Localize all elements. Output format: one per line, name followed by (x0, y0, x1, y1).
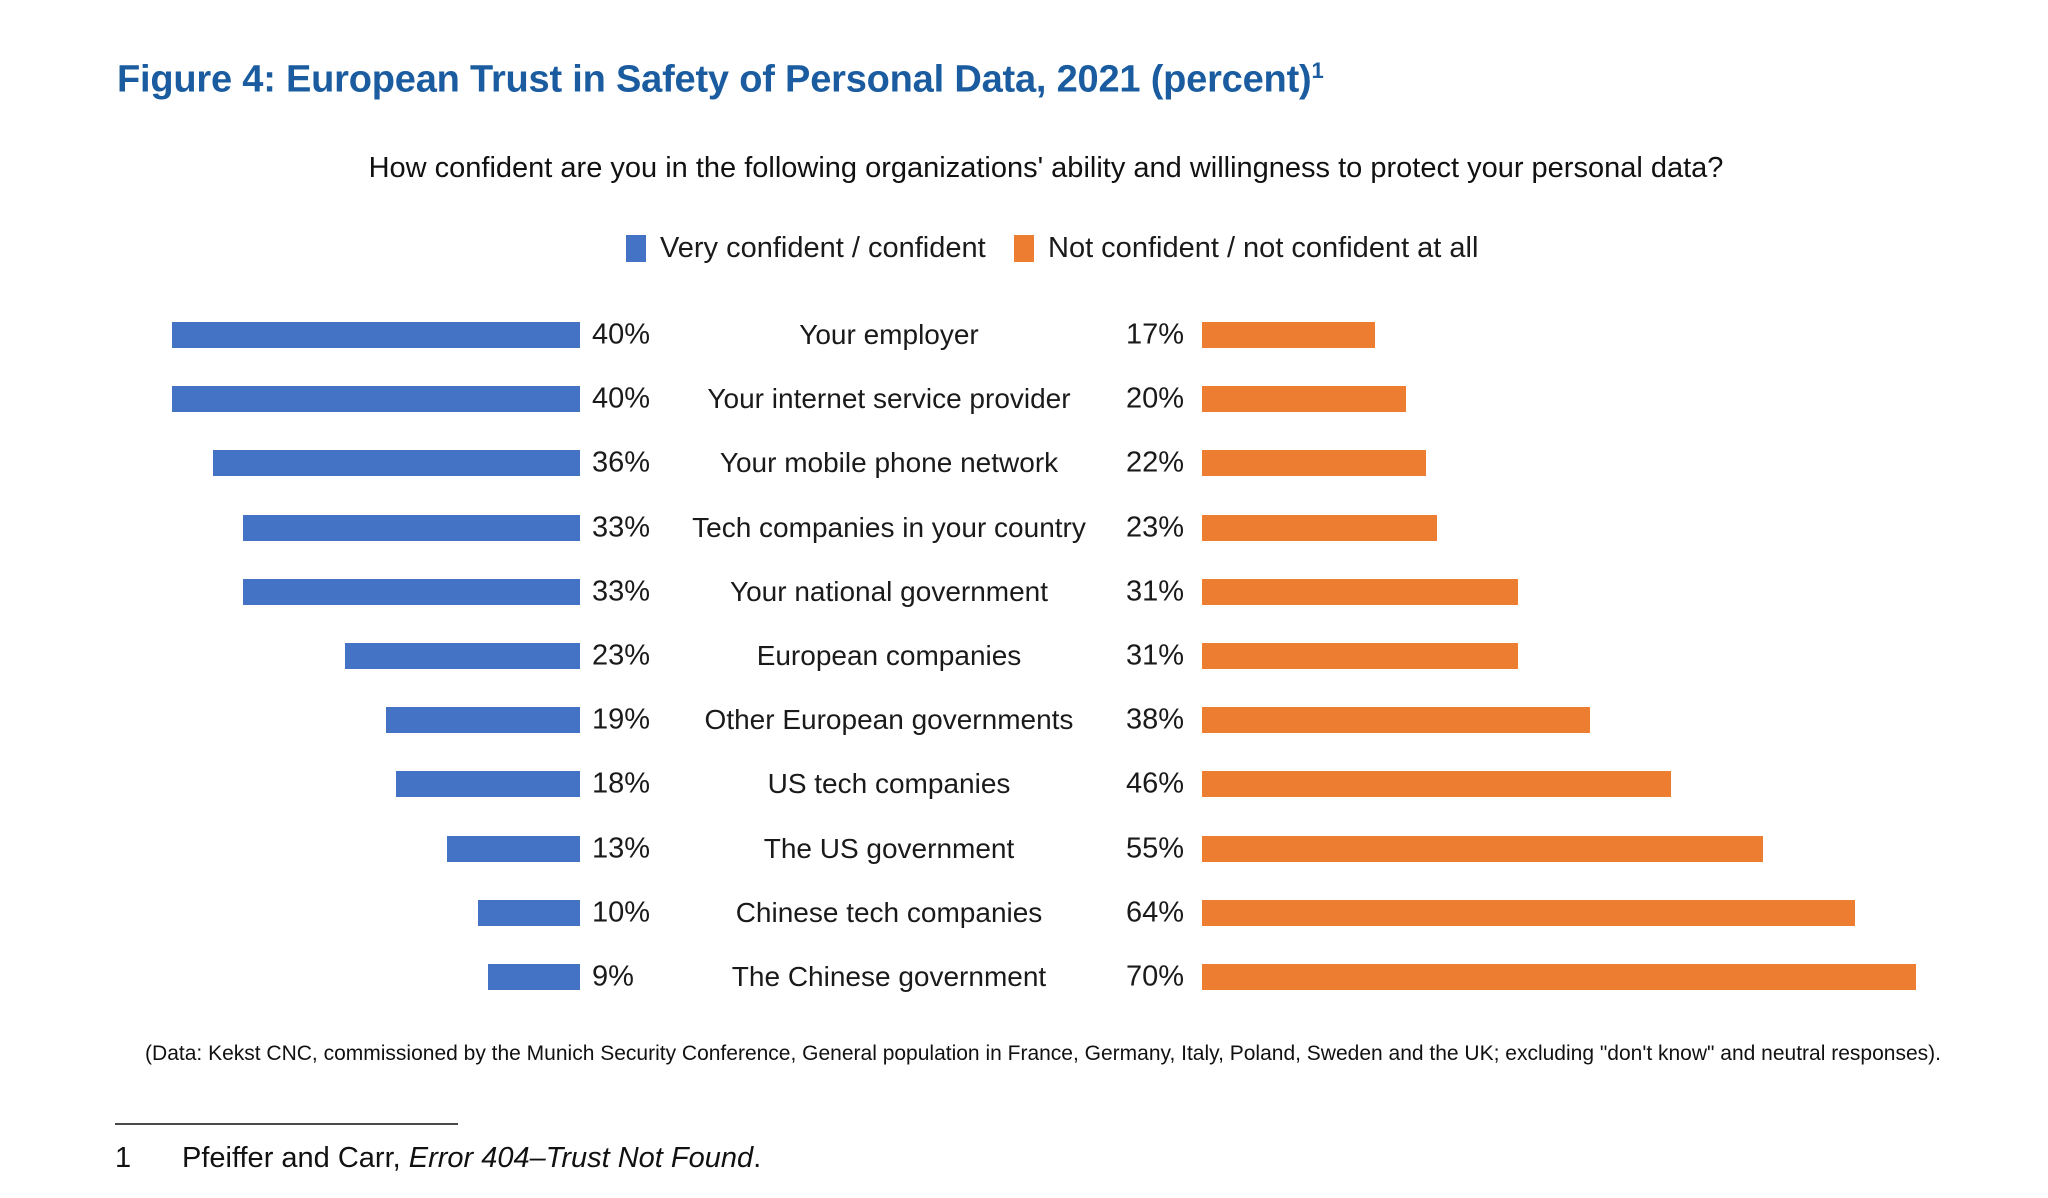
category-label: Tech companies in your country (692, 511, 1086, 543)
not-confident-value-label: 31% (1125, 575, 1184, 608)
chart-row: 36% Your mobile phone network 22% (0, 431, 2048, 495)
confident-value-label: 36% (592, 446, 651, 479)
confident-bar (447, 835, 580, 862)
not-confident-bar (1202, 450, 1427, 477)
chart-row: 40% Your internet service provider 20% (0, 367, 2048, 431)
chart-row: 33% Your national government 31% (0, 560, 2048, 624)
confident-value-label: 9% (592, 960, 634, 993)
not-confident-bar (1202, 707, 1590, 734)
not-confident-bar (1202, 322, 1376, 349)
confident-bar (243, 514, 580, 541)
confident-value-label: 13% (592, 832, 651, 865)
category-label: European companies (756, 640, 1022, 672)
confident-bar (386, 707, 580, 734)
not-confident-value-label: 22% (1125, 446, 1184, 479)
legend-swatch-orange-icon (1014, 235, 1034, 262)
legend-label-confident: Very confident / confident (660, 232, 986, 264)
not-confident-bar (1202, 578, 1519, 605)
confident-value-label: 33% (592, 511, 651, 544)
confident-bar (488, 963, 580, 990)
not-confident-value-label: 20% (1125, 382, 1184, 415)
confident-bar (243, 578, 580, 605)
confident-bar (212, 450, 580, 477)
not-confident-value-label: 17% (1125, 318, 1184, 351)
chart-row: 18% US tech companies 46% (0, 752, 2048, 816)
confident-value-label: 33% (592, 575, 651, 608)
category-label: Other European governments (704, 704, 1074, 736)
confident-value-label: 40% (592, 318, 651, 351)
category-label: The US government (763, 832, 1015, 864)
footnote-text-suffix: . (753, 1142, 762, 1174)
chart-row: 23% European companies 31% (0, 624, 2048, 688)
not-confident-value-label: 55% (1125, 832, 1184, 865)
figure-title-text: Figure 4: European Trust in Safety of Pe… (117, 58, 1312, 101)
confident-bar (478, 899, 580, 926)
category-label: The Chinese government (731, 960, 1047, 992)
confident-value-label: 10% (592, 896, 651, 929)
footnote: 1 Pfeiffer and Carr, Error 404–Trust Not … (115, 1142, 761, 1175)
category-label: US tech companies (767, 768, 1011, 800)
confident-bar (172, 386, 580, 413)
not-confident-value-label: 31% (1125, 639, 1184, 672)
legend-item-confident: Very confident / confident (626, 232, 986, 265)
legend-label-not-confident: Not confident / not confident at all (1048, 232, 1479, 264)
figure-title: Figure 4: European Trust in Safety of Pe… (117, 58, 1324, 102)
confident-bar (396, 771, 580, 798)
not-confident-value-label: 70% (1125, 960, 1184, 993)
category-label: Your employer (799, 319, 979, 351)
chart-row: 10% Chinese tech companies 64% (0, 881, 2048, 945)
category-label: Chinese tech companies (735, 896, 1043, 928)
legend-swatch-blue-icon (626, 235, 646, 262)
confident-value-label: 19% (592, 703, 651, 736)
not-confident-value-label: 23% (1125, 511, 1184, 544)
footnote-marker: 1 (115, 1142, 132, 1174)
chart-row: 9% The Chinese government 70% (0, 945, 2048, 1009)
chart-row: 33% Tech companies in your country 23% (0, 496, 2048, 560)
chart-row: 19% Other European governments 38% (0, 688, 2048, 752)
footnote-reference-superscript: 1 (1311, 58, 1324, 83)
not-confident-bar (1202, 835, 1763, 862)
confident-value-label: 40% (592, 382, 651, 415)
confident-bar (345, 643, 580, 670)
category-label: Your internet service provider (707, 383, 1071, 415)
chart-row: 40% Your employer 17% (0, 303, 2048, 367)
footnote-text-italic: Error 404–Trust Not Found (408, 1142, 754, 1174)
footnote-divider (115, 1123, 458, 1125)
not-confident-bar (1202, 514, 1437, 541)
not-confident-value-label: 64% (1125, 896, 1184, 929)
not-confident-bar (1202, 899, 1855, 926)
not-confident-value-label: 46% (1125, 767, 1184, 800)
not-confident-bar (1202, 771, 1672, 798)
confident-bar (172, 322, 580, 349)
not-confident-value-label: 38% (1125, 703, 1184, 736)
category-label: Your national government (729, 575, 1049, 607)
not-confident-bar (1202, 386, 1406, 413)
category-label: Your mobile phone network (719, 447, 1059, 479)
chart-rows: 40% Your employer 17% 40% Your internet serv… (0, 303, 2048, 1009)
footnote-text-prefix: Pfeiffer and Carr, (182, 1142, 409, 1174)
confident-value-label: 18% (592, 767, 651, 800)
source-note: (Data: Kekst CNC, commissioned by the Mu… (145, 1042, 1941, 1065)
not-confident-bar (1202, 643, 1519, 670)
confident-value-label: 23% (592, 639, 651, 672)
not-confident-bar (1202, 963, 1916, 990)
chart-row: 13% The US government 55% (0, 817, 2048, 881)
survey-question: How confident are you in the following o… (368, 152, 1724, 184)
legend-item-not-confident: Not confident / not confident at all (1014, 232, 1478, 265)
